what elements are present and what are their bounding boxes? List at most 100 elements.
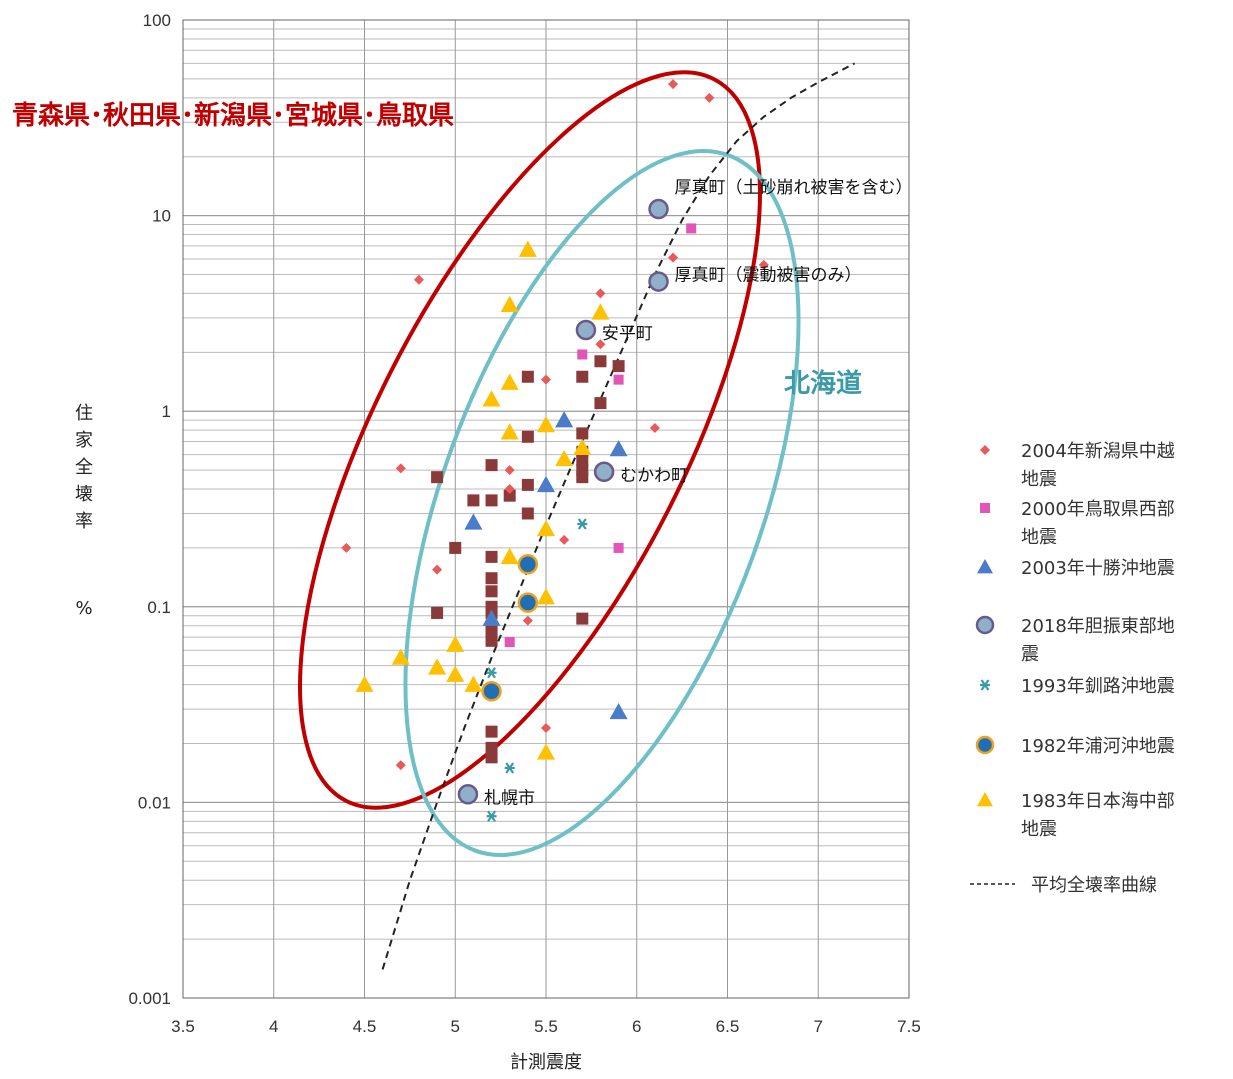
data-point-unlabeled (485, 725, 498, 738)
x-tick-label: 5 (451, 1017, 460, 1036)
y-axis-label-char-4: 壊 (75, 484, 93, 505)
data-point-series-6 (537, 743, 555, 760)
y-axis-label-char-1: 住 (75, 403, 93, 424)
data-point-series-4-stroke (577, 518, 587, 530)
x-tick-label: 4.5 (353, 1017, 377, 1036)
data-point-series-4 (577, 518, 588, 530)
data-point-series-0 (758, 259, 769, 270)
legend-swatch-stroke (980, 679, 990, 691)
data-point-series-6 (500, 373, 519, 390)
legend-label-line: 1983年日本海中部 (1021, 791, 1175, 812)
data-point-unlabeled (485, 572, 498, 585)
legend-label: 1983年日本海中部地震 (1021, 791, 1175, 840)
data-point-unlabeled (431, 606, 444, 619)
data-point-series-6 (500, 295, 519, 312)
y-axis-label-char-2: 家 (75, 430, 93, 451)
data-point-unlabeled (521, 370, 534, 383)
data-point-series-6 (464, 675, 483, 692)
data-point-unlabeled (449, 541, 462, 554)
data-point-unlabeled (576, 454, 589, 467)
y-axis-unit: % (75, 598, 92, 619)
data-point-unlabeled (485, 550, 498, 563)
data-point-unlabeled (485, 494, 498, 507)
data-point-unlabeled (485, 634, 498, 647)
data-point-series-0 (541, 723, 551, 734)
x-tick-label: 6 (632, 1017, 641, 1036)
data-point-series-0 (704, 92, 715, 103)
data-point-series-4 (504, 762, 515, 774)
x-tick-label: 4 (269, 1017, 278, 1036)
data-point-series-0 (413, 274, 424, 285)
legend-label-line: 2000年鳥取県西部 (1021, 499, 1175, 520)
data-point-unlabeled (485, 741, 498, 754)
data-point-series-6 (555, 449, 574, 467)
data-point-series-0 (595, 339, 606, 350)
legend-swatch (980, 445, 990, 455)
data-point-series-0 (522, 615, 533, 626)
y-tick-label: 0.1 (147, 598, 171, 617)
legend-label: 2004年新潟県中越地震 (1021, 441, 1175, 490)
data-point-series-2 (555, 411, 574, 428)
point-label: 安平町 (602, 324, 653, 344)
legend-swatch (977, 792, 993, 807)
data-point-series-6 (537, 588, 555, 605)
data-point-series-6 (500, 547, 519, 565)
x-tick-label: 5.5 (534, 1017, 558, 1036)
legend-label: 平均全壊率曲線 (1031, 875, 1157, 896)
data-point-series-0 (432, 564, 443, 575)
data-point-unlabeled (576, 370, 589, 383)
data-point-unlabeled (485, 459, 498, 472)
data-point-unlabeled (467, 494, 480, 507)
data-point-series-4 (486, 667, 497, 679)
data-point-series-6 (500, 423, 519, 440)
legend-swatch (977, 559, 993, 574)
legend-label: 2000年鳥取県西部地震 (1021, 499, 1175, 548)
legend-swatch (975, 735, 995, 755)
data-point-unlabeled (594, 355, 607, 368)
data-point-unlabeled (576, 471, 589, 484)
y-tick-label: 0.01 (138, 793, 171, 812)
data-point-series-2 (537, 475, 555, 493)
data-point-series-0 (595, 288, 606, 299)
data-point-series-2 (464, 513, 483, 530)
data-point-series-5 (517, 592, 539, 613)
point-label: 厚真町（震動被害のみ） (675, 266, 862, 286)
legend-label-line: 地震 (1021, 527, 1057, 548)
y-axis-label-char-3: 全 (75, 457, 93, 478)
y-tick-label: 1 (162, 402, 171, 421)
legend-swatch (980, 503, 990, 513)
y-tick-label: 10 (152, 207, 171, 226)
legend-label-line: 2003年十勝沖地震 (1021, 558, 1175, 579)
data-point-series-4-stroke (505, 762, 515, 774)
legend-label: 1993年釧路沖地震 (1021, 676, 1175, 697)
data-point-series-4 (486, 810, 497, 822)
x-tick-label: 7 (814, 1017, 823, 1036)
data-point-series-6 (355, 675, 374, 692)
data-point-series-3 (648, 271, 669, 292)
point-label: 札幌市 (484, 788, 535, 808)
region-ellipse-tohoku (298, 70, 762, 810)
data-point-unlabeled (612, 360, 625, 373)
y-axis-ticks: 0.001 0.01 0.1 1 10 100 (128, 11, 171, 1008)
data-point-series-6 (391, 648, 410, 665)
data-point-series-4-stroke (487, 667, 496, 679)
data-point-series-0 (395, 760, 406, 771)
data-point-series-2 (609, 702, 628, 720)
data-point-series-0 (395, 463, 406, 474)
legend-swatch (975, 615, 995, 635)
data-point-series-0 (559, 534, 570, 545)
data-point-series-5 (481, 681, 502, 702)
legend: 2004年新潟県中越地震2000年鳥取県西部地震2003年十勝沖地震2018年胆… (970, 441, 1175, 896)
data-point-series-6 (446, 635, 465, 652)
x-axis-ticks: 3.5 4 4.5 5 5.5 6 6.5 7 7.5 (171, 1017, 921, 1036)
data-point-series-6 (482, 390, 501, 407)
data-point-series-6 (537, 416, 555, 433)
legend-label: 2003年十勝沖地震 (1021, 558, 1175, 579)
data-point-unlabeled (521, 507, 534, 520)
data-point-series-6 (537, 519, 555, 537)
legend-label-line: 2004年新潟県中越 (1021, 441, 1175, 462)
data-point-series-0 (668, 79, 679, 90)
data-point-series-4-stroke (487, 810, 496, 822)
